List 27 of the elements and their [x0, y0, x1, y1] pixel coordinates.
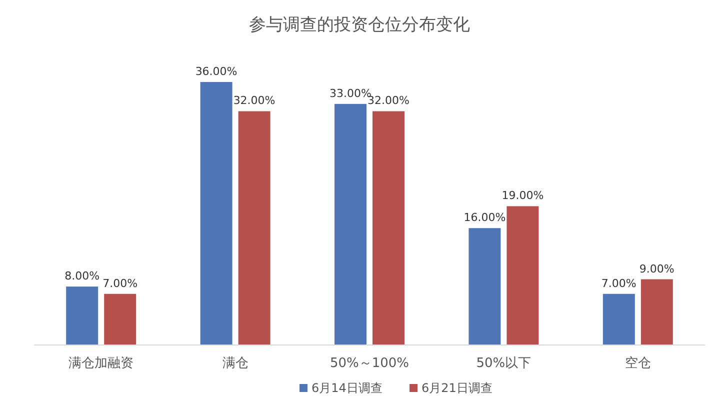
data-label: 36.00%: [195, 65, 238, 78]
data-label: 19.00%: [502, 189, 544, 202]
legend-label: 6月14日调查: [312, 381, 382, 395]
data-label: 16.00%: [464, 211, 506, 224]
x-tick-label: 空仓: [624, 356, 651, 371]
bar: [104, 294, 136, 345]
x-tick-label: 50%以下: [476, 356, 532, 371]
bar: [200, 82, 232, 345]
x-tick-label: 满仓: [222, 356, 248, 371]
bar: [640, 279, 673, 345]
bar: [334, 104, 366, 345]
bar: [602, 294, 635, 345]
x-tick-label: 50%～100%: [330, 356, 410, 371]
bar: [506, 206, 539, 345]
data-label: 7.00%: [102, 276, 138, 290]
chart-title: 参与调查的投资仓位分布变化: [249, 15, 470, 35]
bar: [66, 286, 98, 345]
bar: [468, 228, 501, 345]
data-label: 8.00%: [64, 270, 100, 283]
data-label: 33.00%: [330, 86, 372, 100]
data-label: 9.00%: [639, 262, 674, 276]
bar: [372, 111, 404, 345]
bar: [238, 111, 270, 345]
legend-label: 6月21日调查: [422, 381, 492, 395]
x-tick-label: 满仓加融资: [68, 356, 134, 371]
data-label: 7.00%: [601, 276, 636, 290]
data-label: 32.00%: [233, 94, 276, 108]
